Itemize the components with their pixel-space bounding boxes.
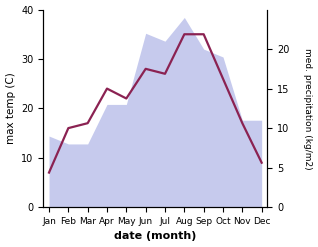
Y-axis label: med. precipitation (kg/m2): med. precipitation (kg/m2) xyxy=(303,48,313,169)
X-axis label: date (month): date (month) xyxy=(114,231,197,242)
Y-axis label: max temp (C): max temp (C) xyxy=(5,72,16,144)
